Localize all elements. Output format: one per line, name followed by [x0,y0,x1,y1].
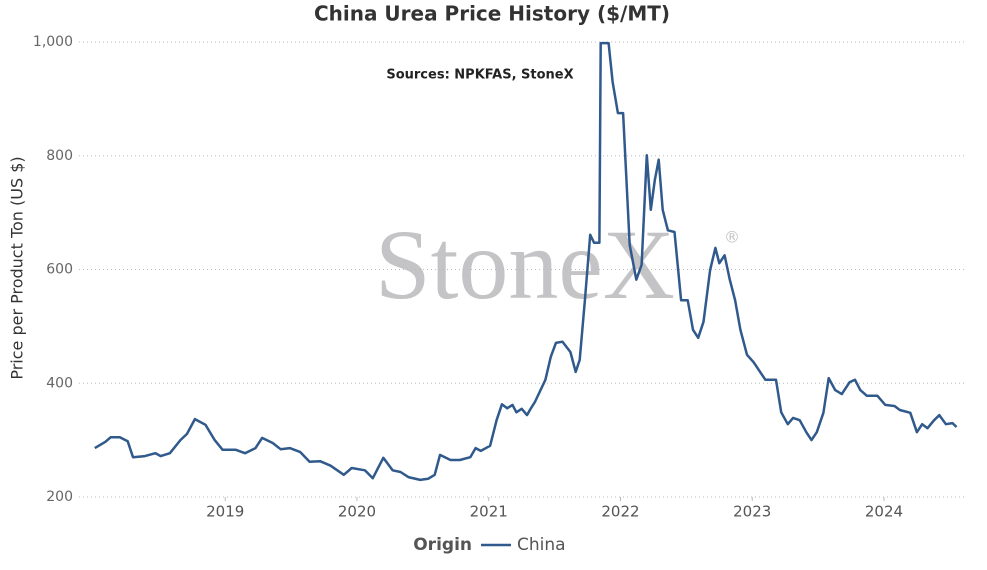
watermark: StoneX [375,209,675,320]
y-tick-label: 600 [46,262,73,278]
chart-title: China Urea Price History ($/MT) [314,2,670,26]
x-tick-label: 2021 [470,503,508,521]
x-tick-label: 2023 [733,503,771,521]
x-tick-label: 2019 [206,503,244,521]
x-tick-label: 2024 [865,503,903,521]
x-tick-label: 2020 [338,503,376,521]
y-axis-label: Price per Product Ton (US $) [8,156,27,379]
y-tick-label: 800 [46,148,73,164]
y-tick-label: 1,000 [33,34,73,50]
annotation: Sources: NPKFAS, StoneX [386,68,573,83]
legend-label: China [517,535,566,555]
y-tick-label: 200 [46,489,73,505]
legend-title: Origin [413,535,472,555]
y-tick-label: 400 [46,375,73,391]
series-line [94,41,958,482]
x-tick-label: 2022 [601,503,639,521]
watermark-mark: ® [724,228,740,247]
